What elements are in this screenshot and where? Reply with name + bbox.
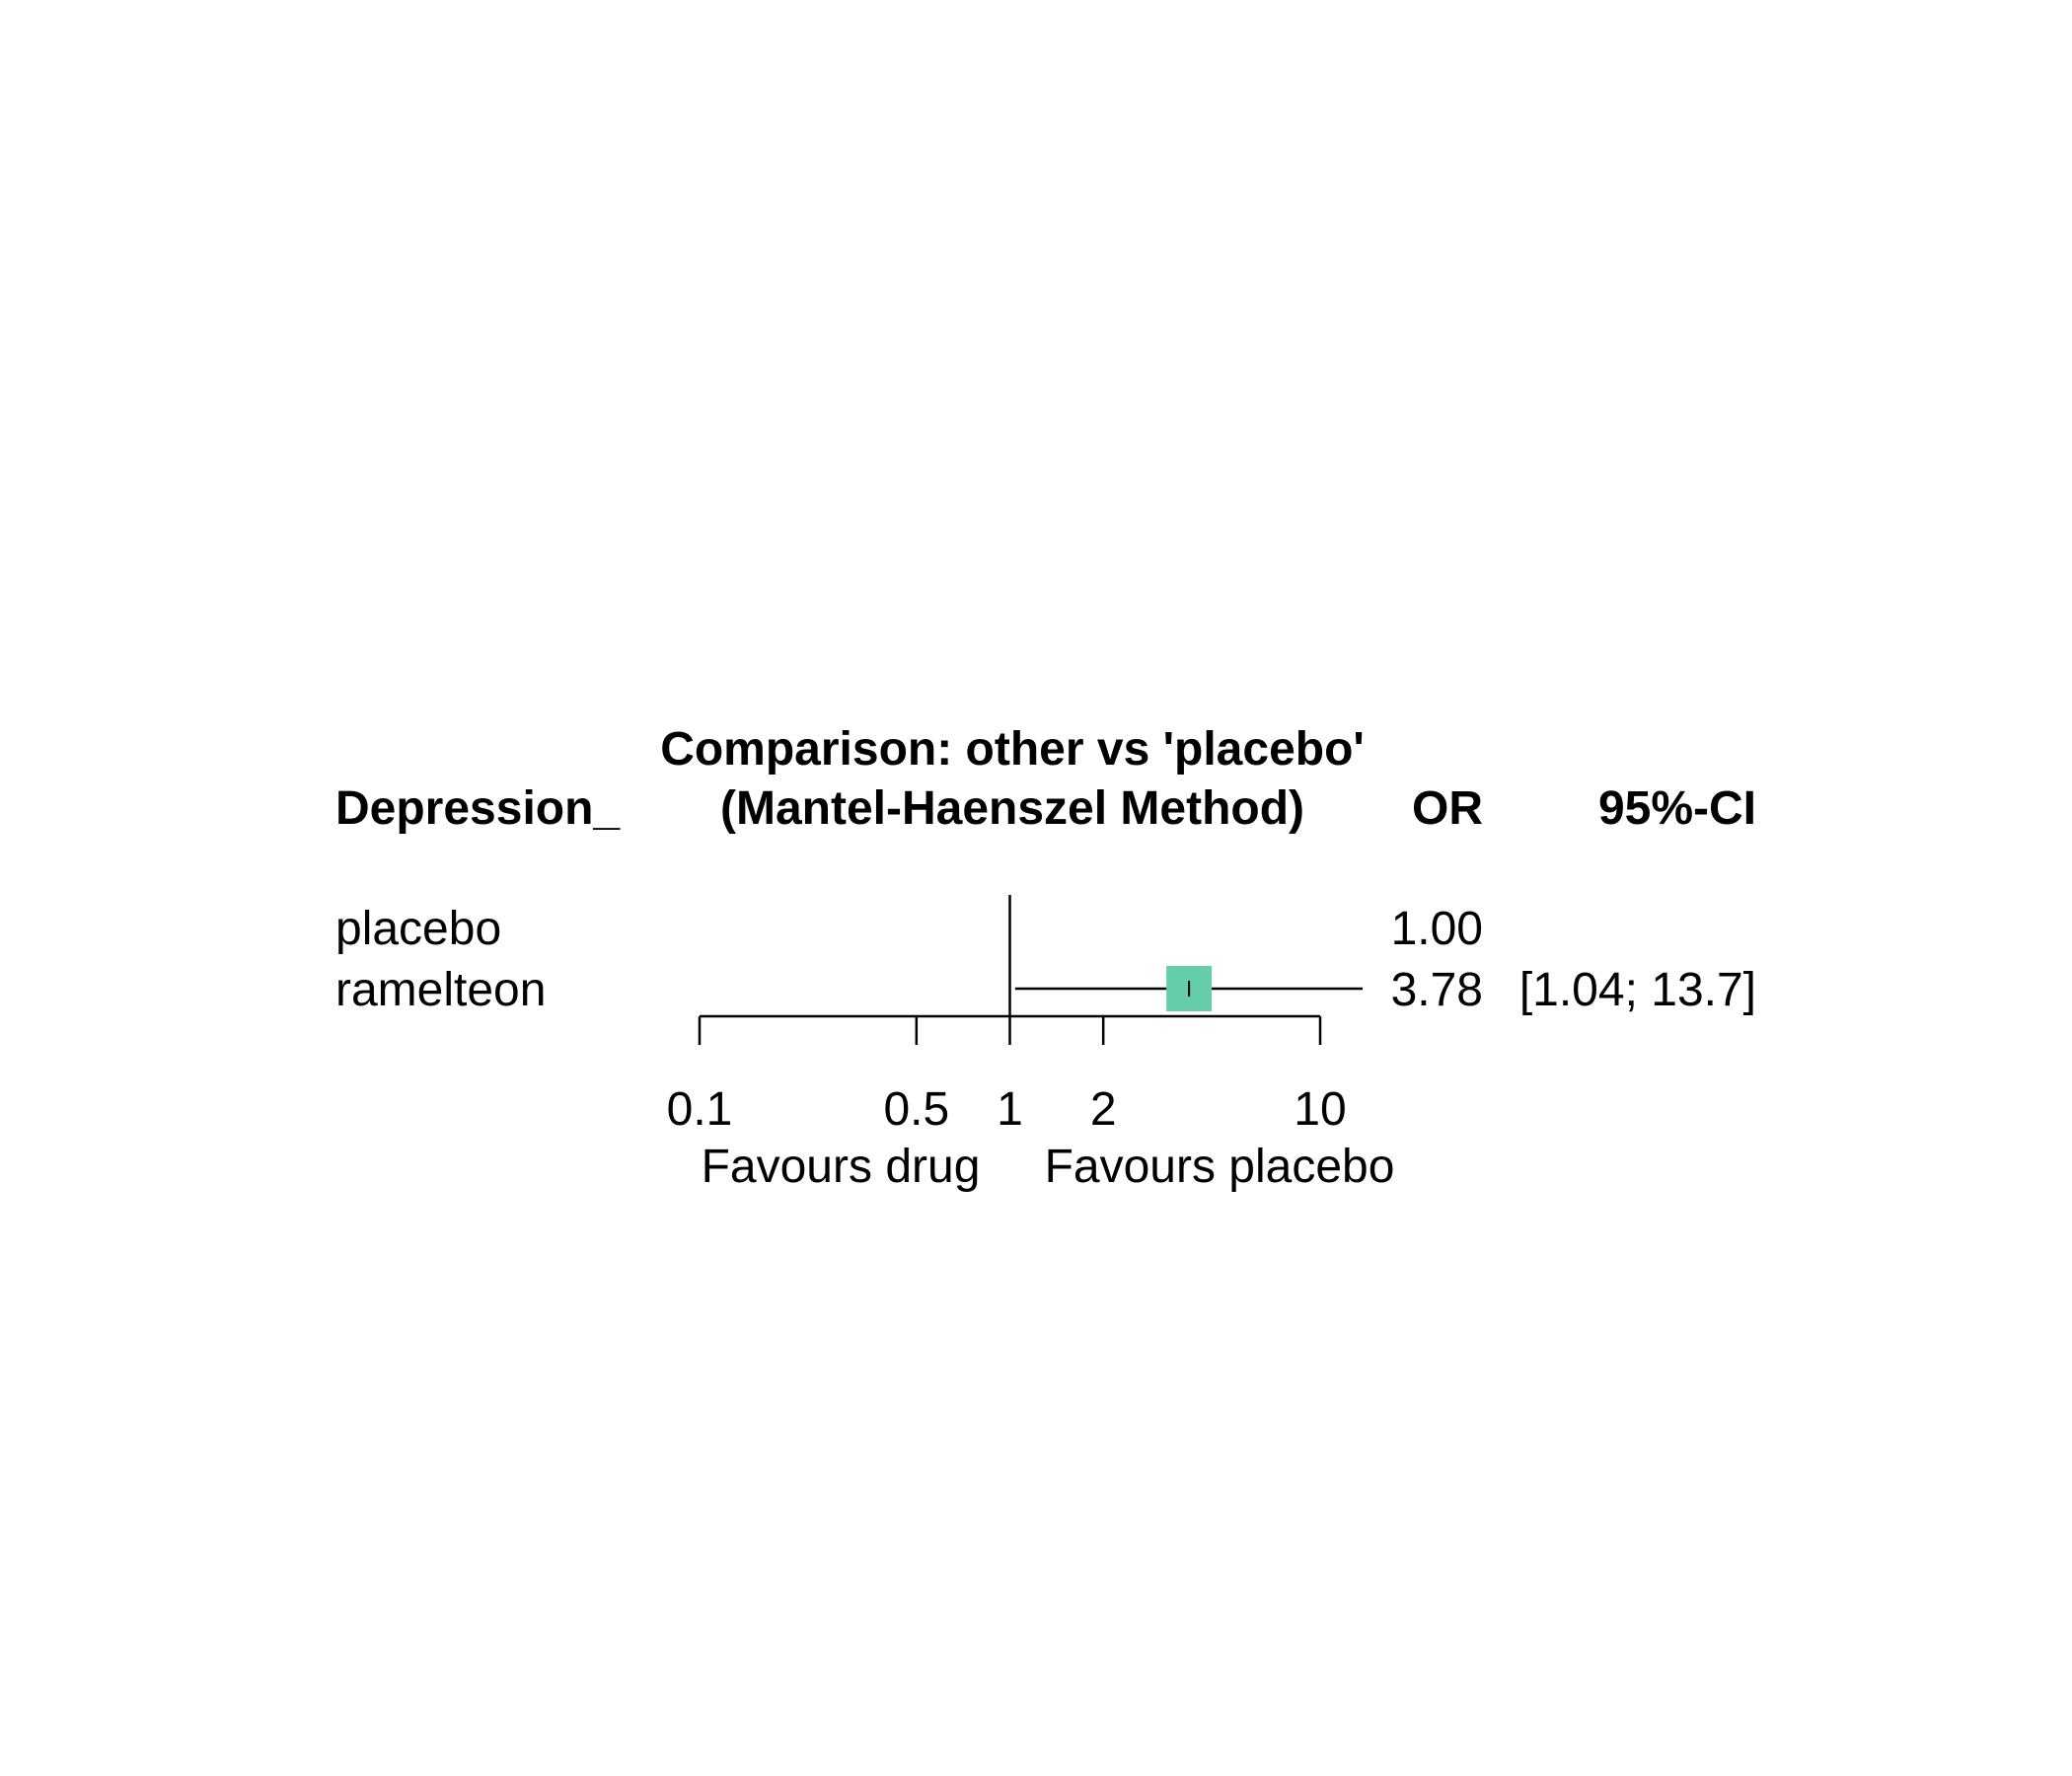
- x-tick-label: 1: [997, 1083, 1023, 1136]
- favours-drug-label: Favours drug: [702, 1141, 981, 1193]
- rows-layer: placebo 1.00 ramelteon 3.78 [1.04; 13.7]: [335, 895, 1756, 1016]
- column-header-group: Depression_: [335, 782, 621, 835]
- row-ci-value: [1.04; 13.7]: [1519, 964, 1756, 1016]
- x-tick-label: 2: [1090, 1083, 1117, 1136]
- favours-placebo-label: Favours placebo: [1045, 1141, 1395, 1193]
- plot-subtitle: (Mantel-Haenszel Method): [720, 782, 1304, 835]
- row-or-value: 1.00: [1391, 903, 1483, 955]
- x-tick-label: 0.5: [883, 1083, 949, 1136]
- plot-title: Comparison: other vs 'placebo': [660, 723, 1365, 776]
- row-label: placebo: [335, 903, 501, 955]
- x-tick-label: 10: [1294, 1083, 1346, 1136]
- row-or-value: 3.78: [1391, 964, 1483, 1016]
- x-axis: 0.1 0.5 1 2 10: [667, 1014, 1347, 1136]
- x-tick-label: 0.1: [667, 1083, 733, 1136]
- column-header-or: OR: [1412, 782, 1483, 835]
- column-header-ci: 95%-CI: [1598, 782, 1756, 835]
- row-label: ramelteon: [335, 964, 546, 1016]
